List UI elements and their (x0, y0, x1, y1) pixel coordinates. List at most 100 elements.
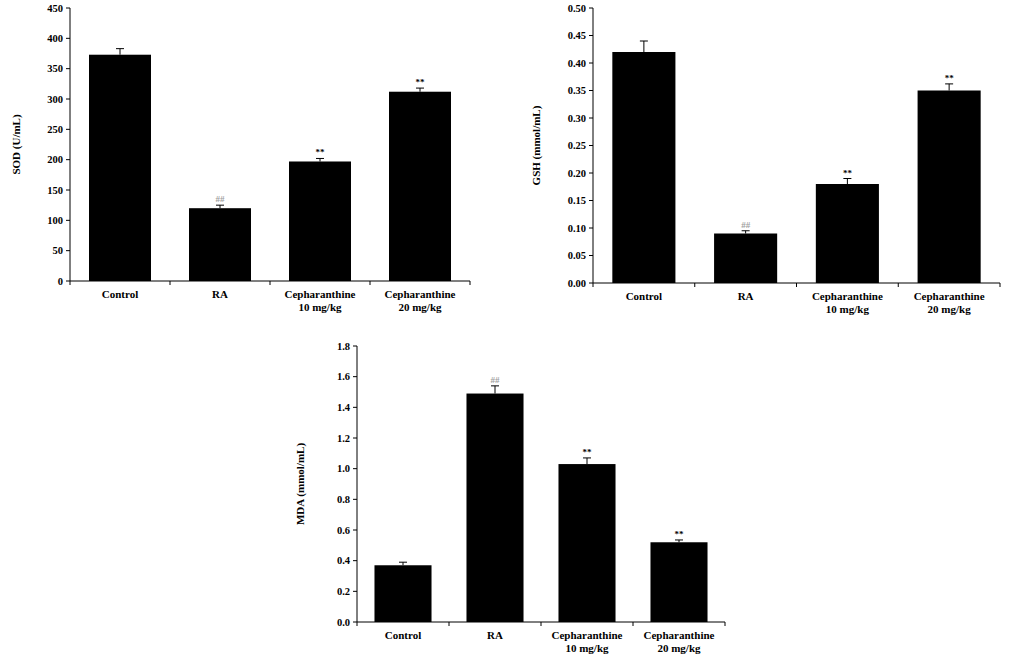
background (0, 0, 1034, 665)
y-axis (357, 346, 358, 622)
error-bar (116, 49, 124, 55)
error-stem (120, 49, 121, 55)
y-tick-label: 1.4 (337, 402, 351, 413)
y-axis-label: GSH (mmol/mL) (530, 105, 543, 185)
y-tick (589, 255, 593, 256)
x-tick (694, 283, 695, 287)
significance-mark: ## (216, 194, 226, 204)
y-tick (353, 346, 357, 347)
bar (189, 208, 251, 281)
y-tick (589, 63, 593, 64)
error-stem (643, 41, 644, 52)
error-bar (945, 84, 953, 91)
y-tick-label: 0 (58, 276, 63, 287)
y-tick (353, 376, 357, 377)
y-axis-label: MDA (mmol/mL) (294, 443, 307, 526)
y-tick-label: 0.45 (568, 30, 586, 41)
y-tick-label: 100 (47, 215, 63, 226)
bar (558, 464, 615, 622)
error-bar (640, 41, 648, 52)
y-tick (66, 68, 70, 69)
x-tick (898, 283, 899, 287)
bar (389, 92, 451, 281)
y-tick-label: 200 (47, 154, 63, 165)
y-tick (353, 591, 357, 592)
error-cap (316, 158, 324, 159)
error-bar (316, 158, 324, 161)
x-tick (370, 281, 371, 285)
y-tick-label: 0.00 (568, 278, 586, 289)
label-line: 10 mg/kg (565, 642, 609, 654)
x-tick (725, 622, 726, 626)
x-tick-label: Cepharanthine20 mg/kg (914, 290, 985, 315)
bar (374, 565, 431, 622)
y-tick (66, 38, 70, 39)
y-tick-label: 0.25 (568, 140, 586, 151)
y-tick-label: 0.4 (337, 555, 351, 566)
y-tick (66, 250, 70, 251)
y-tick (353, 530, 357, 531)
y-tick (589, 173, 593, 174)
significance-mark: ## (741, 220, 751, 230)
bar (466, 394, 523, 622)
bar (816, 184, 879, 283)
x-tick-label: Control (102, 288, 138, 300)
y-tick-label: 300 (47, 94, 63, 105)
error-cap (742, 230, 750, 231)
x-tick (449, 622, 450, 626)
error-cap (399, 562, 407, 563)
x-tick (170, 281, 171, 285)
y-tick (589, 283, 593, 284)
error-cap (116, 48, 124, 49)
x-tick (1000, 283, 1001, 287)
y-tick-label: 450 (47, 3, 63, 14)
y-axis-label: SOD (U/mL) (10, 114, 23, 175)
error-stem (847, 179, 848, 185)
y-tick (353, 438, 357, 439)
x-tick (470, 281, 471, 285)
error-bar (742, 231, 750, 234)
y-axis (593, 8, 594, 283)
y-tick-label: 1.2 (337, 433, 350, 444)
error-cap (216, 205, 224, 206)
y-tick-label: 50 (53, 245, 64, 256)
label-line: Cepharanthine (644, 629, 715, 641)
chart-1: 0.000.050.100.150.200.250.300.350.400.45… (530, 3, 1000, 316)
y-tick-label: 350 (47, 63, 63, 74)
y-tick-label: 0.2 (337, 586, 350, 597)
x-tick-label: Cepharanthine20 mg/kg (385, 288, 456, 313)
x-tick (593, 283, 594, 287)
y-tick-label: 0.05 (568, 250, 586, 261)
y-tick (589, 118, 593, 119)
y-axis (70, 8, 71, 281)
y-tick-label: 1.6 (337, 371, 350, 382)
x-tick-label: RA (738, 290, 754, 302)
bar (289, 161, 351, 281)
y-tick-label: 0.10 (568, 223, 586, 234)
x-tick (70, 281, 71, 285)
y-tick (66, 129, 70, 130)
significance-mark: ** (675, 529, 685, 539)
x-tick-label: RA (212, 288, 228, 300)
error-bar (583, 458, 591, 464)
bar (650, 542, 707, 622)
bar (612, 52, 675, 283)
figure: 050100150200250300350400450SOD (U/mL)Con… (0, 0, 1034, 665)
bar (918, 91, 981, 284)
label-line: 10 mg/kg (298, 301, 342, 313)
x-tick (357, 622, 358, 626)
y-tick (589, 35, 593, 36)
y-tick (589, 145, 593, 146)
error-bar (491, 386, 499, 394)
y-tick-label: 1.0 (337, 463, 350, 474)
chart-2: 0.00.20.40.60.81.01.21.41.61.8MDA (mmol/… (294, 341, 725, 655)
error-bar (399, 562, 407, 565)
y-tick (66, 99, 70, 100)
error-cap (491, 385, 499, 386)
label-line: 20 mg/kg (928, 303, 972, 315)
significance-mark: ** (843, 168, 853, 178)
x-tick-label: RA (487, 629, 503, 641)
error-cap (843, 178, 851, 179)
error-stem (420, 88, 421, 92)
error-bar (216, 205, 224, 208)
